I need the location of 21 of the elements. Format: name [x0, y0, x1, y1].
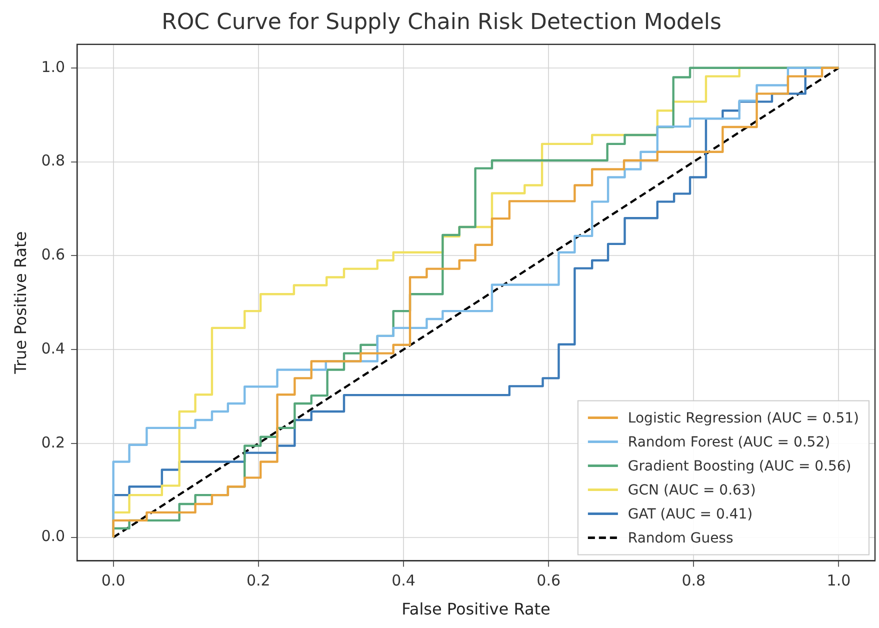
- legend-label: Gradient Boosting (AUC = 0.56): [628, 458, 852, 474]
- x-tick-label: 0.2: [246, 572, 270, 590]
- chart-title: ROC Curve for Supply Chain Risk Detection Models: [162, 10, 722, 35]
- y-tick-label: 0.4: [41, 339, 66, 358]
- x-axis-title: False Positive Rate: [402, 600, 550, 619]
- y-tick-label: 0.6: [41, 246, 66, 264]
- legend-label: GCN (AUC = 0.63): [628, 482, 756, 498]
- legend-label: GAT (AUC = 0.41): [628, 506, 753, 522]
- y-axis-title: True Positive Rate: [10, 231, 30, 375]
- x-tick-label: 0.8: [682, 572, 706, 590]
- x-tick-label: 1.0: [826, 572, 851, 590]
- y-tick-label: 0.2: [41, 433, 66, 452]
- x-tick-label: 0.0: [101, 572, 126, 590]
- y-tick-label: 0.0: [41, 527, 66, 546]
- legend-label: Logistic Regression (AUC = 0.51): [628, 410, 860, 426]
- legend-label: Random Guess: [628, 530, 734, 546]
- x-tick-label: 0.4: [392, 572, 416, 590]
- x-tick-label: 0.6: [536, 572, 560, 590]
- legend-label: Random Forest (AUC = 0.52): [628, 434, 830, 450]
- y-tick-label: 0.8: [41, 152, 66, 170]
- y-tick-label: 1.0: [41, 58, 66, 76]
